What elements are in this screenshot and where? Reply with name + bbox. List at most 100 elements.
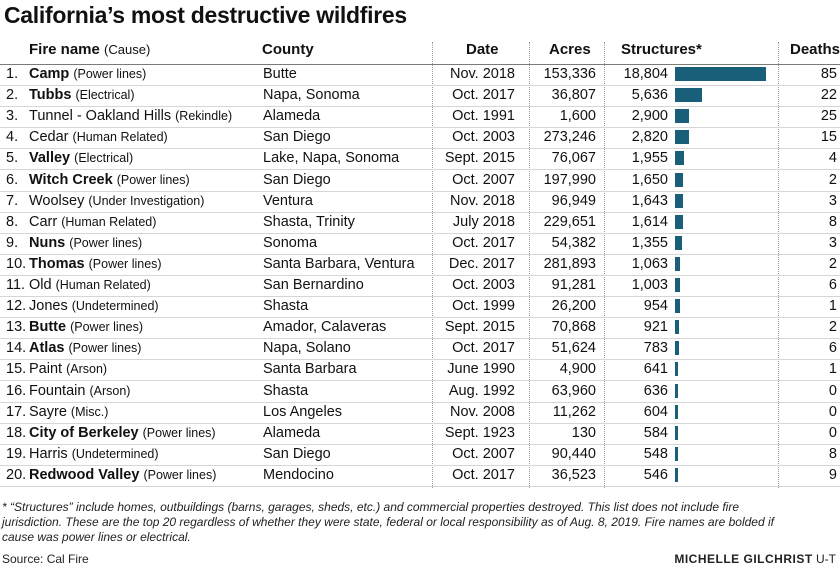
table-row: 18. City of Berkeley (Power lines) Alameda… — [0, 423, 840, 445]
acres-cell: 91,281 — [551, 277, 596, 293]
fire-name: Butte — [29, 319, 67, 336]
table-row: 9. Nuns (Power lines) Sonoma Oct. 2017 54,38… — [0, 233, 840, 255]
table-row: 14. Atlas (Power lines) Napa, Solano Oct. 2… — [0, 338, 840, 361]
date-cell: June 1990 — [447, 361, 515, 378]
fire-cause: (Arson) — [89, 383, 131, 398]
county-cell: Shasta, Trinity — [263, 213, 355, 230]
county-cell: Los Angeles — [263, 403, 343, 420]
date-cell: Oct. 2017 — [452, 234, 515, 251]
county-cell: San Bernardino — [263, 277, 364, 293]
structures-cell: 1,355 — [631, 234, 668, 251]
date-cell: Aug. 1992 — [448, 382, 515, 399]
deaths-cell: 4 — [828, 150, 837, 167]
county-cell: Alameda — [263, 108, 321, 125]
fire-name-cell: Butte (Power lines) — [29, 319, 143, 336]
rank-label: 5. — [6, 150, 19, 167]
structures-bar — [675, 130, 689, 145]
acres-cell: 63,960 — [551, 382, 596, 399]
structures-bar — [675, 278, 680, 292]
deaths-cell: 2 — [828, 255, 837, 272]
structures-bar — [675, 299, 680, 314]
deaths-cell: 3 — [828, 192, 837, 209]
deaths-cell: 8 — [828, 213, 837, 230]
structures-bar — [675, 425, 678, 440]
structures-cell: 18,804 — [623, 66, 668, 82]
county-cell: Mendocino — [263, 466, 334, 483]
structures-cell: 1,063 — [631, 255, 668, 272]
acres-cell: 26,200 — [551, 298, 596, 315]
structures-cell: 954 — [643, 298, 668, 315]
date-cell: Nov. 2008 — [449, 403, 515, 420]
structures-bar — [675, 404, 678, 419]
deaths-cell: 3 — [828, 234, 837, 251]
county-cell: San Diego — [263, 445, 331, 462]
acres-cell: 229,651 — [543, 213, 596, 230]
credit-author: MICHELLE GILCHRIST — [674, 552, 813, 566]
structures-bar — [675, 172, 683, 187]
deaths-cell: 9 — [828, 466, 837, 483]
structures-cell: 584 — [643, 424, 668, 441]
structures-bar — [675, 151, 685, 166]
table-row: 3. Tunnel - Oakland Hills (Rekindle) Alame… — [0, 106, 840, 129]
fire-name-cell: Paint (Arson) — [29, 361, 107, 378]
fire-name: Tubbs — [29, 87, 72, 104]
structures-bar — [675, 67, 766, 81]
fire-name-cell: Harris (Undetermined) — [29, 446, 159, 463]
source-note: Source: Cal Fire — [2, 552, 89, 566]
fire-name: Cedar — [29, 129, 69, 146]
fire-name: City of Berkeley — [29, 424, 139, 441]
structures-cell: 636 — [643, 382, 668, 399]
county-cell: Ventura — [263, 192, 313, 209]
date-cell: Sept. 2015 — [444, 319, 515, 336]
fire-name: Fountain — [29, 382, 86, 399]
structures-bar — [675, 446, 678, 461]
acres-cell: 36,807 — [551, 87, 596, 104]
deaths-cell: 22 — [820, 87, 837, 104]
rank-label: 9. — [6, 234, 19, 251]
column-divider — [604, 42, 605, 488]
fire-name-cell: Redwood Valley (Power lines) — [29, 467, 216, 484]
fire-name-cell: Valley (Electrical) — [29, 150, 133, 167]
county-cell: Shasta — [263, 298, 309, 315]
structures-bar — [675, 109, 690, 124]
fire-cause: (Arson) — [66, 362, 108, 377]
structures-bar — [675, 341, 679, 356]
rank-label: 10. — [6, 255, 27, 272]
date-cell: Oct. 2007 — [452, 171, 515, 188]
county-cell: Santa Barbara, Ventura — [263, 255, 415, 272]
fire-cause: (Rekindle) — [175, 109, 233, 124]
rank-label: 16. — [6, 382, 27, 399]
fire-name-cell: Nuns (Power lines) — [29, 235, 142, 252]
fire-name-cell: Thomas (Power lines) — [29, 256, 162, 273]
fire-name: Redwood Valley — [29, 466, 140, 483]
rank-label: 2. — [6, 87, 19, 104]
header-county: County — [262, 41, 314, 58]
table-row: 11. Old (Human Related) San Bernardino Oct.… — [0, 275, 840, 297]
credit-line: MICHELLE GILCHRIST U-T — [674, 552, 836, 566]
fire-name: Jones — [29, 298, 68, 315]
structures-cell: 783 — [643, 340, 668, 357]
fire-cause: (Power lines) — [70, 320, 144, 335]
deaths-cell: 0 — [828, 424, 837, 441]
column-divider — [432, 42, 433, 488]
fire-name: Atlas — [29, 340, 65, 357]
rank-label: 3. — [6, 108, 19, 125]
date-cell: Oct. 1999 — [452, 298, 515, 315]
fire-name: Old — [29, 277, 52, 293]
header-deaths: Deaths — [790, 41, 840, 58]
acres-cell: 70,868 — [551, 319, 596, 336]
fire-name-cell: Jones (Undetermined) — [29, 298, 159, 315]
fire-cause: (Power lines) — [142, 425, 216, 440]
rank-label: 14. — [6, 340, 27, 357]
header-structures: Structures* — [621, 41, 702, 58]
fire-cause: (Power lines) — [69, 235, 143, 250]
structures-bar — [675, 383, 679, 398]
date-cell: Nov. 2018 — [449, 192, 515, 209]
table-row: 17. Sayre (Misc.) Los Angeles Nov. 2008 11,2… — [0, 402, 840, 424]
credit-org: U-T — [816, 552, 836, 566]
fire-name-cell: Tunnel - Oakland Hills (Rekindle) — [29, 108, 232, 125]
acres-cell: 36,523 — [551, 466, 596, 483]
date-cell: Oct. 2007 — [452, 445, 515, 462]
rank-label: 11. — [6, 277, 26, 293]
header-acres: Acres — [549, 41, 591, 58]
